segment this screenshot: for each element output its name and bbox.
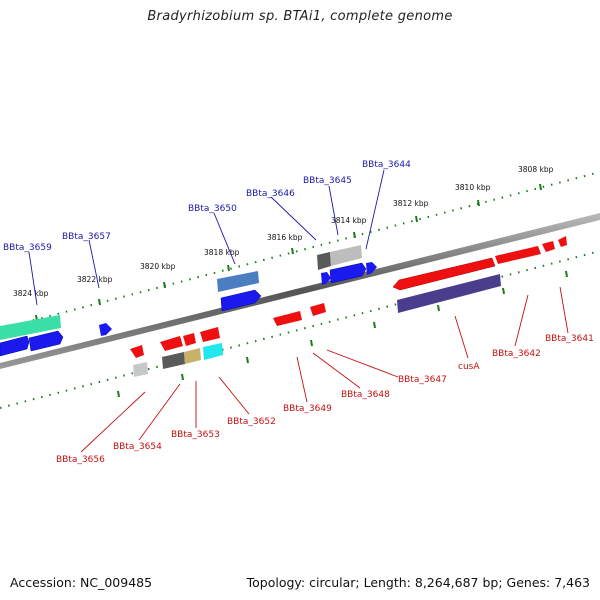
gene-label[interactable]: BBta_3657	[62, 232, 111, 242]
gene-block[interactable]	[184, 348, 201, 364]
scale-label: 3824 kbp	[13, 289, 49, 298]
gene-arrow[interactable]	[130, 345, 144, 358]
genome-stats-text: Topology: circular; Length: 8,264,687 bp…	[246, 575, 590, 590]
gene-label[interactable]: BBta_3645	[303, 176, 352, 186]
gene-block[interactable]	[0, 315, 61, 340]
gene-label[interactable]: BBta_3656	[56, 455, 105, 465]
gene-label[interactable]: BBta_3648	[341, 390, 390, 400]
gene-label[interactable]: BBta_3652	[227, 417, 276, 427]
genome-backbone	[0, 213, 600, 369]
gene-label[interactable]: BBta_3650	[188, 204, 237, 214]
gene-block[interactable]	[162, 352, 185, 369]
scale-label: 3810 kbp	[455, 183, 491, 192]
gene-label[interactable]: BBta_3649	[283, 404, 332, 414]
page-title: Bradyrhizobium sp. BTAi1, complete genom…	[147, 9, 453, 24]
scale-ticks	[35, 183, 542, 322]
scale-label: 3814 kbp	[331, 216, 367, 225]
gene-arrow[interactable]	[329, 262, 367, 284]
gene-arrow[interactable]	[160, 336, 183, 351]
top-scale-line	[0, 171, 600, 330]
gene-arrow[interactable]	[28, 330, 64, 352]
gene-arrow[interactable]	[366, 262, 377, 275]
gene-block[interactable]	[330, 245, 362, 266]
gene-label[interactable]: BBta_3653	[171, 430, 220, 440]
gene-label[interactable]: BBta_3646	[246, 189, 295, 199]
forward-genes	[0, 262, 377, 357]
bottom-scale-line	[0, 250, 600, 409]
scale-label: 3822 kbp	[77, 275, 113, 284]
feature-blocks-top	[0, 245, 362, 340]
accession-text: Accession: NC_009485	[10, 575, 153, 590]
gene-label[interactable]: BBta_3647	[398, 375, 447, 385]
scale-label: 3812 kbp	[393, 199, 429, 208]
gene-arrow[interactable]	[220, 289, 262, 312]
gene-arrow[interactable]	[321, 272, 331, 285]
gene-label[interactable]: BBta_3644	[362, 160, 411, 170]
gene-arrow[interactable]	[392, 257, 496, 291]
scale-ticks-bottom	[117, 270, 568, 398]
gene-arrow[interactable]	[200, 327, 220, 342]
feature-blocks-bottom	[133, 274, 501, 377]
gene-arrow[interactable]	[0, 335, 30, 357]
bottom-leader-lines	[80, 286, 569, 453]
gene-block[interactable]	[217, 271, 259, 292]
gene-block[interactable]	[397, 274, 501, 313]
gene-arrow[interactable]	[542, 241, 555, 252]
top-leader-lines	[28, 169, 385, 306]
gene-arrow[interactable]	[273, 311, 302, 326]
scale-label: 3808 kbp	[518, 165, 554, 174]
scale-label: 3818 kbp	[204, 248, 240, 257]
gene-label[interactable]: BBta_3659	[3, 243, 52, 253]
gene-arrow[interactable]	[310, 303, 326, 316]
gene-block[interactable]	[133, 362, 148, 377]
gene-label[interactable]: cusA	[458, 362, 480, 372]
gene-arrow[interactable]	[99, 323, 112, 336]
gene-label[interactable]: BBta_3642	[492, 349, 541, 359]
gene-label[interactable]: BBta_3641	[545, 334, 594, 344]
gene-label[interactable]: BBta_3654	[113, 442, 162, 452]
gene-arrow[interactable]	[183, 333, 196, 346]
gene-block[interactable]	[203, 343, 223, 360]
gene-block[interactable]	[317, 252, 331, 270]
scale-label: 3816 kbp	[267, 233, 303, 242]
scale-label: 3820 kbp	[140, 262, 176, 271]
reverse-genes	[130, 236, 567, 358]
gene-arrow[interactable]	[558, 236, 567, 247]
gene-arrow[interactable]	[495, 246, 541, 264]
